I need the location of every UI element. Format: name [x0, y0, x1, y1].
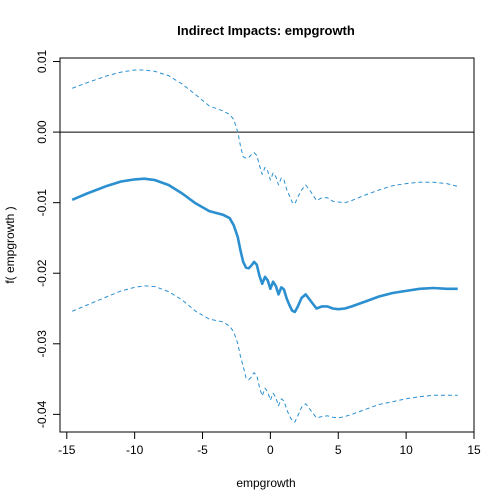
x-tick-label: 15 — [467, 443, 481, 457]
x-tick-label: 10 — [399, 443, 413, 457]
x-tick-label: 5 — [335, 443, 342, 457]
y-axis-label: f( empgrowth ) — [3, 206, 17, 283]
y-tick-label: -0.04 — [35, 400, 49, 428]
y-tick-label: -0.03 — [35, 330, 49, 358]
y-tick-label: -0.02 — [35, 259, 49, 287]
y-tick-label: 0.00 — [35, 120, 49, 144]
x-axis: -15 -10 -5 0 5 10 15 — [58, 431, 481, 457]
series-line-lower-bound — [72, 285, 458, 423]
x-tick-label: -15 — [58, 443, 76, 457]
y-tick-label: -0.01 — [35, 189, 49, 217]
x-axis-label: empgrowth — [236, 476, 295, 490]
y-axis: -0.04 -0.03 -0.02 -0.01 0.00 0.01 — [35, 49, 60, 428]
x-tick-label: 0 — [267, 443, 274, 457]
plot-frame — [59, 57, 475, 433]
series-line-estimate — [71, 177, 458, 314]
x-tick-label: -5 — [197, 443, 208, 457]
plot-area — [59, 57, 475, 433]
chart-title: Indirect Impacts: empgrowth — [177, 23, 355, 38]
series-line-upper-bound — [72, 69, 458, 205]
y-tick-label: 0.01 — [35, 49, 49, 73]
x-tick-label: -10 — [126, 443, 144, 457]
